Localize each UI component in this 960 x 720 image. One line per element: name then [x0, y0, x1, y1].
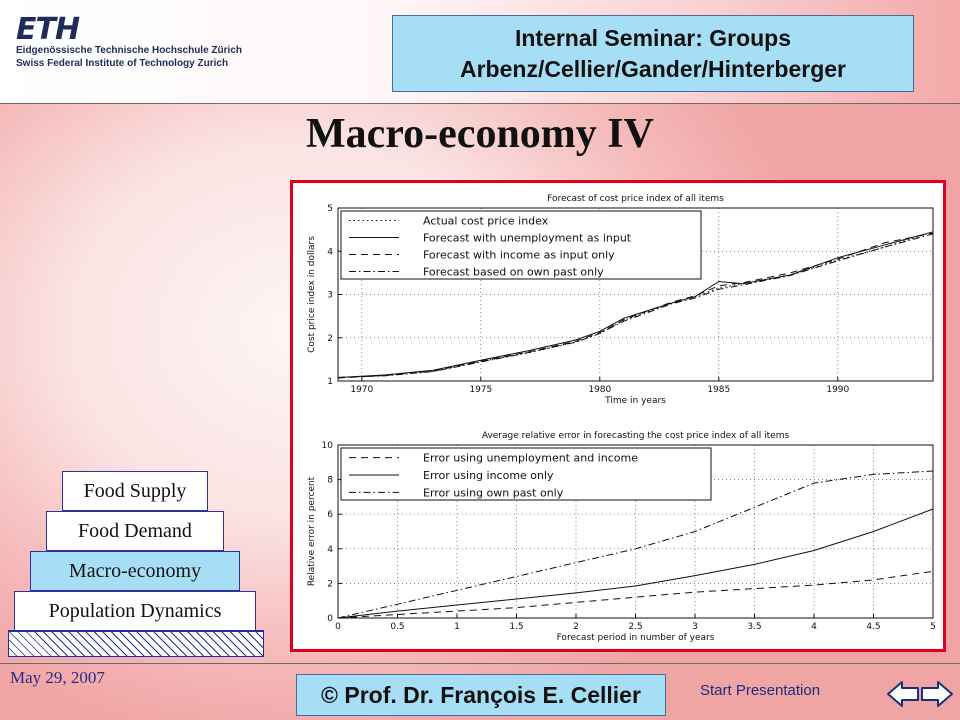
legend-box — [340, 210, 702, 280]
y-tick-label: 3 — [327, 291, 333, 301]
arrow-right-icon[interactable] — [920, 680, 954, 708]
y-tick-label: 1 — [327, 377, 333, 387]
x-tick-label: 1975 — [469, 385, 492, 395]
y-tick-label: 4 — [327, 247, 333, 257]
y-axis-label: Cost price index in dollars — [307, 236, 317, 353]
seminar-box: Internal Seminar: Groups Arbenz/Cellier/… — [392, 15, 914, 92]
y-tick-label: 4 — [327, 545, 333, 555]
legend-label-2: Forecast with unemployment as input — [423, 232, 632, 245]
series-line-2 — [337, 508, 934, 619]
x-tick-label: 3.5 — [747, 622, 761, 632]
copyright-text: © Prof. Dr. François E. Cellier — [321, 682, 641, 708]
y-tick-label: 2 — [327, 579, 333, 589]
slide-title: Macro-economy IV — [306, 111, 654, 157]
x-tick-label: 1985 — [707, 385, 730, 395]
legend-box — [340, 447, 712, 501]
chart-frame: Forecast of cost price index of all item… — [290, 180, 946, 652]
x-tick-label: 1990 — [826, 385, 849, 395]
y-tick-label: 2 — [327, 334, 333, 344]
x-tick-label: 4 — [811, 622, 817, 632]
series-line-3 — [337, 470, 934, 619]
pyramid-population-dynamics-label: Population Dynamics — [48, 600, 222, 622]
x-tick-label: 4.5 — [866, 622, 880, 632]
series-line-1 — [337, 231, 934, 378]
y-tick-label: 8 — [327, 476, 333, 486]
legend-label-1: Actual cost price index — [423, 215, 549, 228]
logo-line-2: Swiss Federal Institute of Technology Zu… — [16, 58, 229, 69]
copyright-box: © Prof. Dr. François E. Cellier — [296, 674, 666, 716]
y-tick-label: 0 — [327, 614, 333, 624]
x-tick-label: 5 — [930, 622, 936, 632]
legend-label-4: Forecast based on own past only — [423, 266, 604, 279]
y-tick-label: 6 — [327, 510, 333, 520]
x-tick-label: 1 — [454, 622, 460, 632]
x-tick-label: 2 — [573, 622, 579, 632]
start-presentation-link[interactable]: Start Presentation — [700, 682, 821, 699]
y-tick-label: 10 — [322, 441, 334, 451]
logo-title: ETH — [16, 12, 80, 47]
x-tick-label: 2.5 — [628, 622, 642, 632]
pyramid-food-demand-label: Food Demand — [78, 520, 192, 542]
x-tick-label: 1.5 — [509, 622, 523, 632]
chart-title: Average relative error in forecasting th… — [482, 431, 790, 441]
seminar-line-2: Arbenz/Cellier/Gander/Hinterberger — [460, 56, 846, 82]
x-tick-label: 1970 — [350, 385, 373, 395]
x-tick-label: 1980 — [588, 385, 611, 395]
footer-divider — [0, 663, 960, 664]
y-tick-label: 5 — [327, 204, 333, 214]
charts-svg: Forecast of cost price index of all item… — [307, 194, 936, 643]
header-divider — [0, 103, 960, 104]
pyramid-base-hatch — [8, 631, 264, 657]
series-line-4 — [337, 233, 934, 378]
logo-line-1: Eidgenössische Technische Hochschule Zür… — [16, 45, 242, 56]
series-line-1 — [337, 570, 934, 619]
series-line-3 — [337, 232, 934, 379]
pyramid-food-supply-label: Food Supply — [83, 480, 187, 502]
eth-logo: ETH Eidgenössische Technische Hochschule… — [16, 12, 242, 70]
pyramid-food-demand[interactable]: Food Demand — [46, 511, 224, 551]
x-tick-label: 0.5 — [390, 622, 404, 632]
y-axis-label: Relative error in percent — [307, 476, 317, 586]
x-axis-label: Time in years — [604, 396, 666, 406]
chart-title: Forecast of cost price index of all item… — [547, 194, 724, 204]
pyramid-food-supply[interactable]: Food Supply — [62, 471, 208, 511]
pyramid-macro-economy-label: Macro-economy — [68, 560, 202, 582]
x-tick-label: 0 — [335, 622, 341, 632]
x-axis-label: Forecast period in number of years — [557, 633, 715, 643]
pyramid-population-dynamics[interactable]: Population Dynamics — [14, 591, 256, 631]
seminar-line-1: Internal Seminar: Groups — [514, 25, 792, 51]
pyramid-base-line — [8, 630, 264, 632]
arrow-left-icon[interactable] — [886, 680, 920, 708]
x-tick-label: 3 — [692, 622, 698, 632]
footer-date: May 29, 2007 — [10, 668, 105, 687]
legend-label-2: Error using income only — [423, 469, 554, 482]
legend-label-3: Forecast with income as input only — [423, 249, 615, 262]
legend-label-3: Error using own past only — [423, 486, 564, 499]
pyramid-macro-economy[interactable]: Macro-economy — [30, 551, 240, 591]
legend-label-1: Error using unemployment and income — [423, 452, 638, 465]
